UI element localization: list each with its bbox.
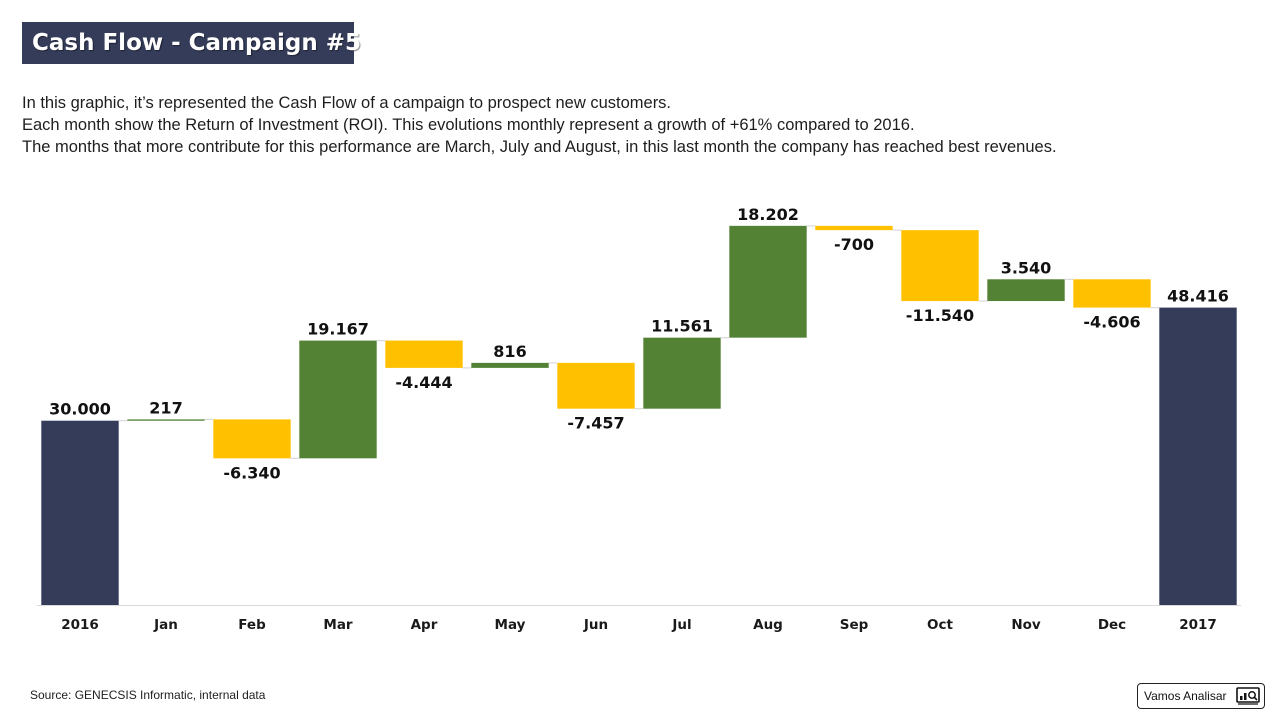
bar-mar [299, 340, 377, 459]
page-title: Cash Flow - Campaign #5 [32, 30, 362, 56]
data-label: 19.167 [307, 320, 369, 339]
bar-may [471, 362, 549, 368]
bar-sep [815, 225, 893, 231]
data-label: -4.606 [1083, 313, 1140, 332]
data-label: 48.416 [1167, 287, 1229, 306]
data-label: 816 [493, 342, 526, 361]
bar-2016 [41, 420, 119, 605]
x-tick-label: Nov [1011, 617, 1041, 633]
title-banner: Cash Flow - Campaign #5 [22, 22, 361, 64]
x-tick-label: 2016 [61, 617, 99, 633]
bar-aug [729, 225, 807, 338]
description-line-1: In this graphic, it’s represented the Ca… [22, 94, 672, 112]
x-tick-label: Aug [753, 617, 783, 633]
data-label: -700 [834, 235, 874, 254]
x-tick-label: Dec [1098, 617, 1126, 633]
bar-feb [213, 419, 291, 459]
x-tick-label: Sep [840, 617, 869, 633]
brand-name: Vamos Analisar [1144, 689, 1227, 703]
bar-jun [557, 362, 635, 409]
data-label: 30.000 [49, 400, 111, 419]
x-tick-label: Feb [238, 617, 266, 633]
x-tick-label: Mar [323, 617, 353, 633]
bar-dec [1073, 279, 1151, 308]
description-line-3: The months that more contribute for this… [22, 138, 1057, 156]
bar-apr [385, 340, 463, 368]
data-label: 18.202 [737, 205, 799, 224]
x-tick-label: May [495, 617, 526, 633]
chart-magnifier-icon [1236, 687, 1260, 705]
data-label: 217 [149, 398, 182, 417]
x-tick-label: Oct [927, 617, 953, 633]
data-label: -7.457 [567, 414, 624, 433]
x-tick-label: Jun [583, 617, 608, 633]
bar-2017 [1159, 307, 1237, 605]
bar-jan [127, 419, 205, 421]
data-label: -6.340 [223, 463, 280, 482]
bar-jul [643, 337, 721, 409]
source-note: Source: GENECSIS Informatic, internal da… [30, 688, 266, 702]
x-tick-label: Apr [411, 617, 438, 633]
x-tick-label: 2017 [1179, 617, 1217, 633]
data-label: -11.540 [906, 306, 974, 325]
bar-nov [987, 279, 1065, 302]
data-label: 11.561 [651, 317, 713, 336]
bar-oct [901, 230, 979, 302]
x-tick-label: Jan [153, 617, 178, 633]
data-label: -4.444 [395, 373, 452, 392]
brand-badge[interactable]: Vamos Analisar [1137, 683, 1265, 709]
description: In this graphic, it’s represented the Ca… [22, 92, 1242, 158]
description-line-2: Each month show the Return of Investment… [22, 116, 915, 134]
x-tick-label: Jul [671, 617, 691, 633]
data-label: 3.540 [1001, 258, 1052, 277]
